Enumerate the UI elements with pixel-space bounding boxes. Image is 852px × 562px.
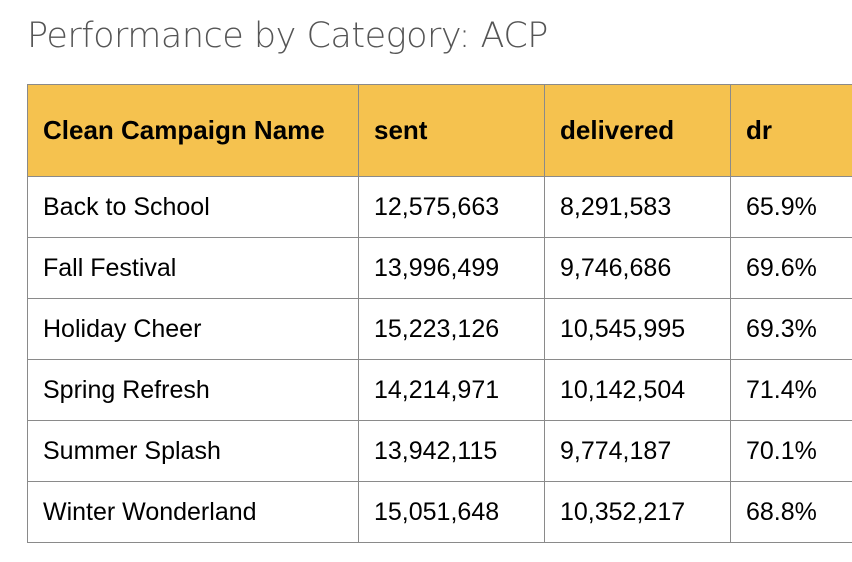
performance-table-container: Clean Campaign Name sent delivered dr Ba…	[27, 84, 852, 543]
dr-cell: 68.8%	[730, 481, 852, 543]
sent-cell: 12,575,663	[358, 176, 545, 238]
performance-table: Clean Campaign Name sent delivered dr Ba…	[27, 84, 852, 543]
dr-cell: 69.6%	[730, 237, 852, 299]
sent-cell: 15,051,648	[358, 481, 545, 543]
header-campaign-name: Clean Campaign Name	[27, 84, 359, 177]
sent-cell: 13,996,499	[358, 237, 545, 299]
header-sent: sent	[358, 84, 545, 177]
dr-cell: 71.4%	[730, 359, 852, 421]
campaign-name-cell: Spring Refresh	[27, 359, 359, 421]
dr-cell: 70.1%	[730, 420, 852, 482]
delivered-cell: 10,352,217	[544, 481, 731, 543]
delivered-cell: 10,545,995	[544, 298, 731, 360]
delivered-cell: 8,291,583	[544, 176, 731, 238]
campaign-name-cell: Holiday Cheer	[27, 298, 359, 360]
table-row: Spring Refresh 14,214,971 10,142,504 71.…	[27, 359, 852, 421]
dr-cell: 69.3%	[730, 298, 852, 360]
sent-cell: 15,223,126	[358, 298, 545, 360]
table-row: Back to School 12,575,663 8,291,583 65.9…	[27, 176, 852, 238]
page-title: Performance by Category: ACP	[27, 16, 548, 56]
campaign-name-cell: Winter Wonderland	[27, 481, 359, 543]
sent-cell: 13,942,115	[358, 420, 545, 482]
campaign-name-cell: Summer Splash	[27, 420, 359, 482]
campaign-name-cell: Back to School	[27, 176, 359, 238]
table-row: Holiday Cheer 15,223,126 10,545,995 69.3…	[27, 298, 852, 360]
campaign-name-cell: Fall Festival	[27, 237, 359, 299]
dr-cell: 65.9%	[730, 176, 852, 238]
table-row: Summer Splash 13,942,115 9,774,187 70.1%	[27, 420, 852, 482]
header-row: Clean Campaign Name sent delivered dr	[27, 84, 852, 177]
sent-cell: 14,214,971	[358, 359, 545, 421]
header-delivered: delivered	[544, 84, 731, 177]
delivered-cell: 10,142,504	[544, 359, 731, 421]
delivered-cell: 9,774,187	[544, 420, 731, 482]
table-row: Winter Wonderland 15,051,648 10,352,217 …	[27, 481, 852, 543]
delivered-cell: 9,746,686	[544, 237, 731, 299]
header-dr: dr	[730, 84, 852, 177]
table-row: Fall Festival 13,996,499 9,746,686 69.6%	[27, 237, 852, 299]
